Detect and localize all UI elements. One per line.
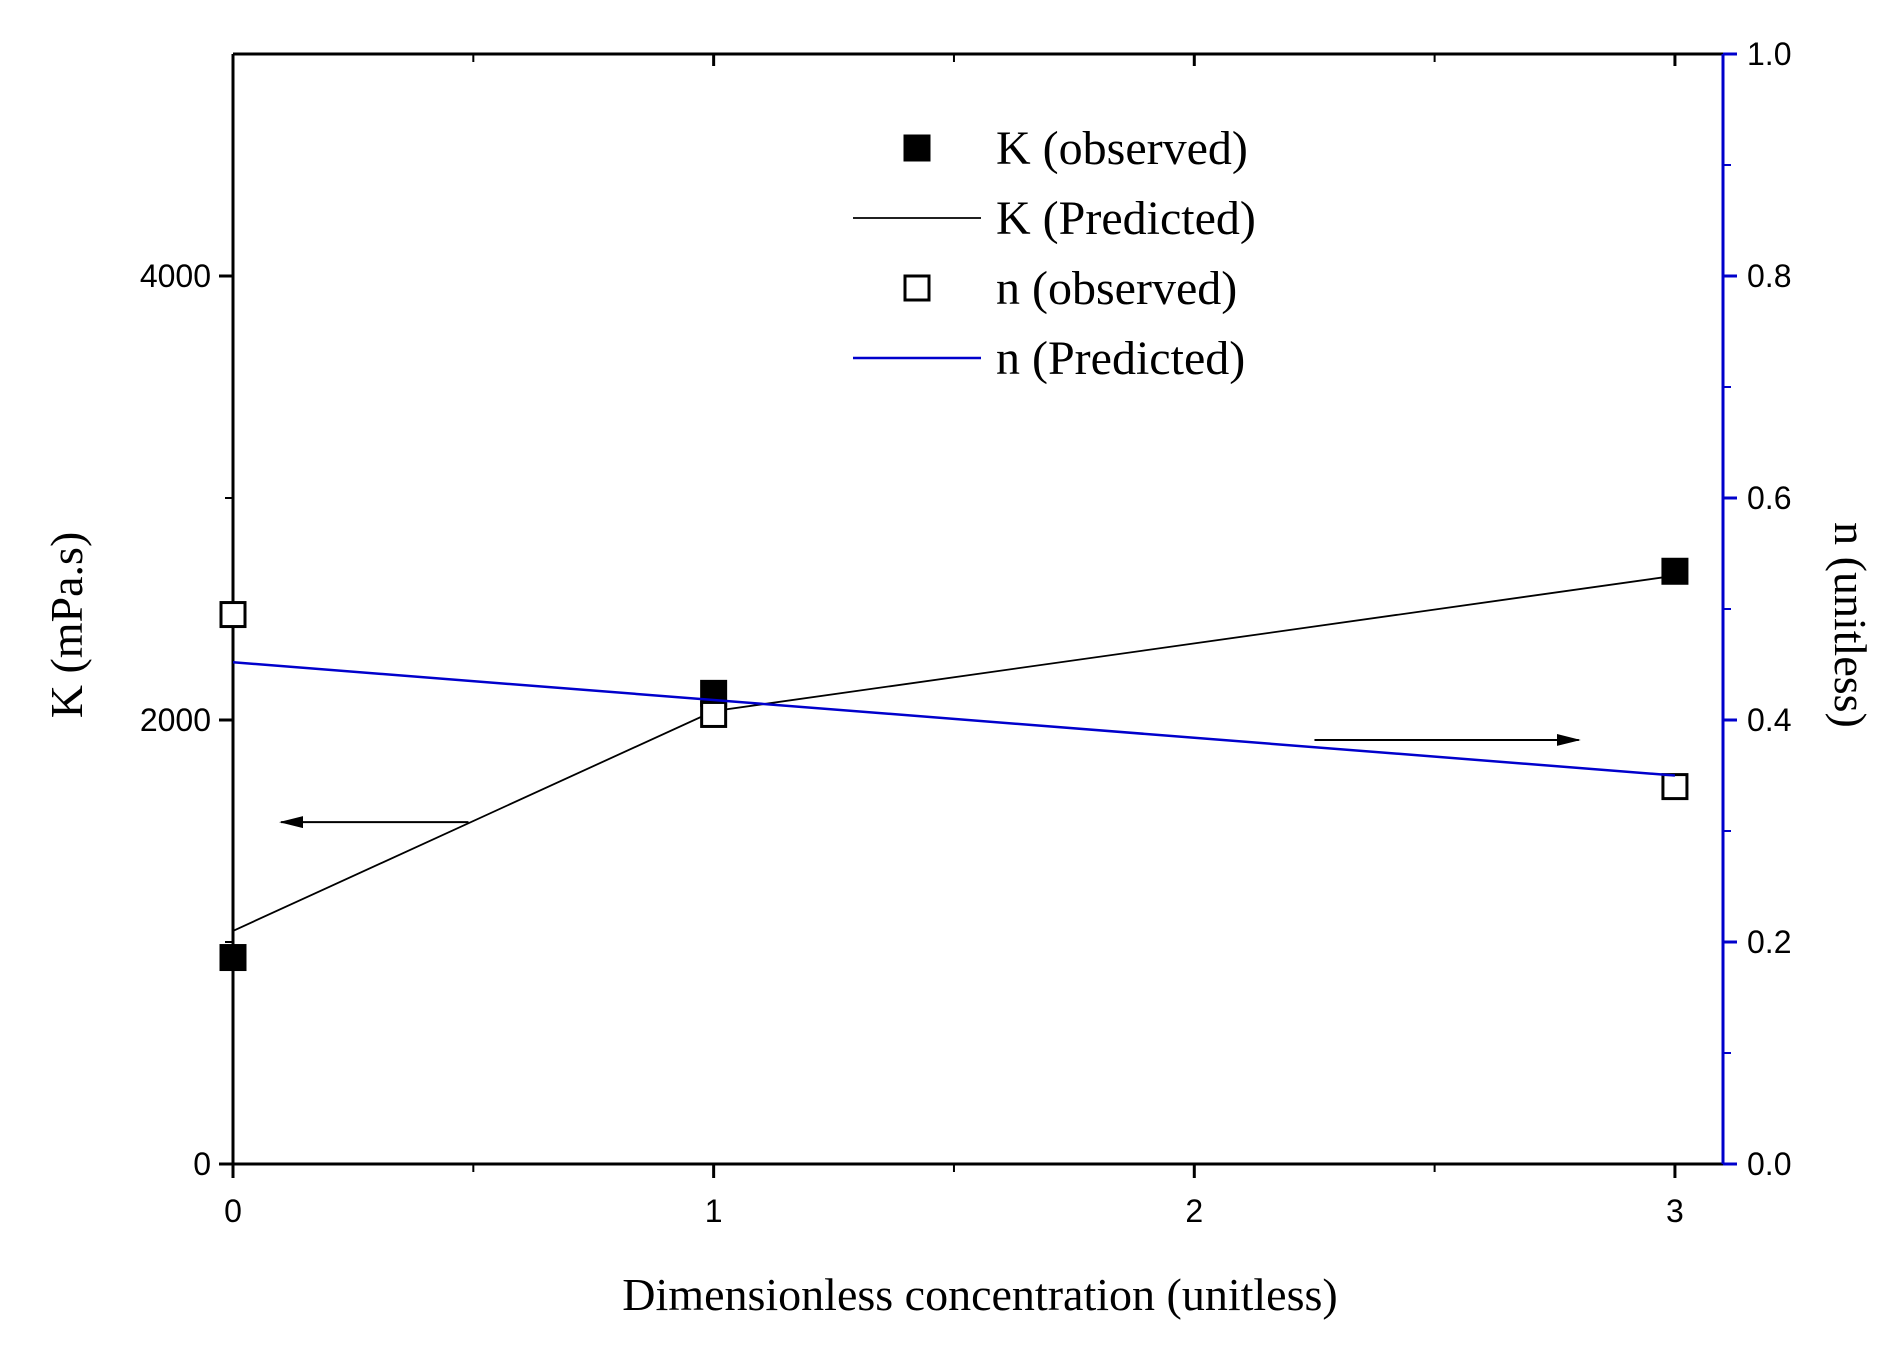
- x-axis-title: Dimensionless concentration (unitless): [622, 1269, 1337, 1320]
- series-layer: [219, 557, 1689, 972]
- legend-label: n (Predicted): [996, 332, 1245, 385]
- ticks-layer: 0 1 2 3 0 2000 4000 0.0 0.2 0.4 0.6 0.8 1.0: [140, 36, 1792, 1229]
- n-observed-point: [700, 700, 728, 728]
- y-left-tick-label: 2000: [140, 702, 211, 738]
- x-tick-label: 2: [1185, 1193, 1203, 1229]
- y-axis-left-title: K (mPa.s): [41, 532, 92, 719]
- legend-label: n (observed): [996, 262, 1237, 315]
- y-right-tick-label: 0.8: [1747, 258, 1791, 294]
- series-line-k-predicted: [232, 574, 1676, 932]
- legend-label: K (Predicted): [996, 192, 1256, 245]
- x-tick-label: 0: [224, 1193, 242, 1229]
- n-observed-point: [1661, 773, 1689, 801]
- y-right-tick-label: 0.2: [1747, 924, 1791, 960]
- legend-label: K (observed): [996, 122, 1248, 175]
- y-left-tick-label: 4000: [140, 258, 211, 294]
- k-observed-point: [219, 944, 247, 972]
- x-tick-label: 3: [1666, 1193, 1684, 1229]
- axes-layer: [231, 52, 1725, 1166]
- y-right-tick-label: 0.4: [1747, 702, 1791, 738]
- x-tick-label: 1: [705, 1193, 723, 1229]
- y-right-tick-label: 0.6: [1747, 480, 1791, 516]
- legend: K (observed) K (Predicted) n (observed) n (…: [853, 122, 1256, 385]
- y-left-tick-label: 0: [193, 1146, 211, 1182]
- y-right-tick-label: 0.0: [1747, 1146, 1791, 1182]
- y-right-tick-label: 1.0: [1747, 36, 1791, 72]
- n-observed-point: [219, 601, 247, 629]
- legend-swatch-open-square: [903, 274, 931, 302]
- k-observed-point: [1661, 557, 1689, 585]
- legend-swatch-filled-square: [903, 134, 931, 162]
- y-axis-right-title: n (unitless): [1825, 522, 1876, 728]
- series-line-n-predicted: [232, 661, 1676, 777]
- titles-layer: Dimensionless concentration (unitless) K…: [41, 522, 1876, 1320]
